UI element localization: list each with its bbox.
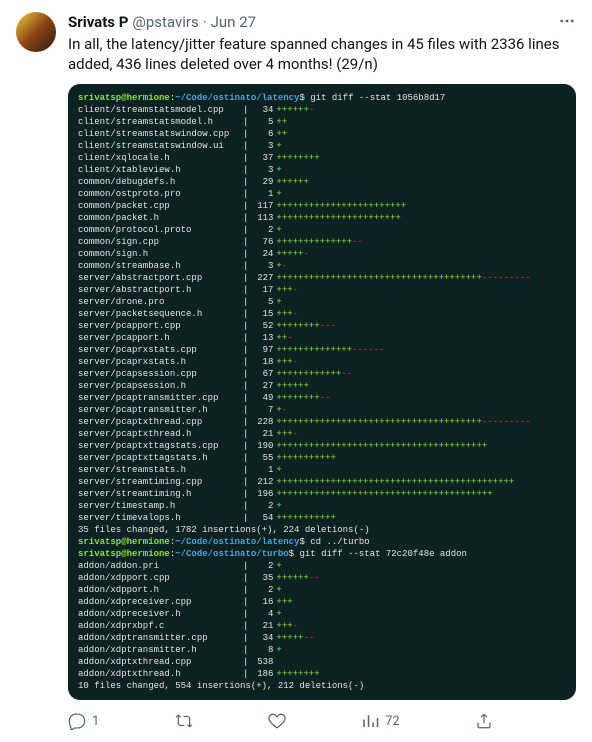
- like-button[interactable]: [268, 712, 286, 730]
- prompt-line: srivatsp@hermione:~/Code/ostinato/latenc…: [78, 536, 566, 548]
- diff-stat-row: client/xqlocale.h|37 ++++++++: [78, 152, 566, 164]
- diff-stat-row: addon/xdptransmitter.cpp|34 +++++--: [78, 632, 566, 644]
- retweet-button[interactable]: [175, 712, 193, 730]
- diff-stat-row: client/streamstatswindow.ui|3 +: [78, 140, 566, 152]
- diff-stat-row: server/streamstats.h|1 +: [78, 464, 566, 476]
- diff-summary: 10 files changed, 554 insertions(+), 212…: [78, 680, 566, 692]
- diff-stat-row: addon/addon.pri|2 +: [78, 560, 566, 572]
- diff-stat-row: addon/xdpreceiver.h|4 +: [78, 608, 566, 620]
- diff-stat-row: server/packetsequence.h|15 +++-: [78, 308, 566, 320]
- more-icon[interactable]: [558, 12, 576, 30]
- diff-stat-row: common/sign.h|24 +++++-: [78, 248, 566, 260]
- diff-stat-row: server/pcaptxttagstats.h|55 +++++++++++: [78, 452, 566, 464]
- tweet-actions: 1 72: [68, 712, 493, 730]
- diff-summary: 35 files changed, 1782 insertions(+), 22…: [78, 524, 566, 536]
- diff-stat-row: common/sign.cpp|76 ++++++++++++++--: [78, 236, 566, 248]
- diff-stat-row: client/xtableview.h|3 +: [78, 164, 566, 176]
- diff-stat-row: server/pcaptxttagstats.cpp|190 +++++++++…: [78, 440, 566, 452]
- diff-stat-row: common/packet.h|113 ++++++++++++++++++++…: [78, 212, 566, 224]
- diff-stat-row: addon/xdprxbpf.c|21 +++-: [78, 620, 566, 632]
- terminal-screenshot: srivatsp@hermione:~/Code/ostinato/latenc…: [68, 84, 576, 700]
- tweet-main: Srivats P @pstavirs · Jun 27 In all, the…: [68, 12, 576, 730]
- diff-stat-row: server/streamtiming.h|196 ++++++++++++++…: [78, 488, 566, 500]
- diff-stat-row: server/timestamp.h|2 +: [78, 500, 566, 512]
- diff-stat-row: common/packet.cpp|117 ++++++++++++++++++…: [78, 200, 566, 212]
- diff-stat-row: server/timevalops.h|54 +++++++++++: [78, 512, 566, 524]
- diff-stat-row: server/streamtiming.cpp|212 ++++++++++++…: [78, 476, 566, 488]
- prompt-line: srivatsp@hermione:~/Code/ostinato/latenc…: [78, 92, 566, 104]
- display-name[interactable]: Srivats P: [68, 12, 128, 32]
- dot-separator: ·: [203, 12, 207, 32]
- diff-stat-row: server/pcaprxstats.h|18 +++-: [78, 356, 566, 368]
- diff-stat-row: server/pcaptransmitter.cpp|49 ++++++++--: [78, 392, 566, 404]
- diff-stat-row: server/pcaptxthread.cpp|228 ++++++++++++…: [78, 416, 566, 428]
- diff-stat-row: client/streamstatswindow.cpp|6 ++: [78, 128, 566, 140]
- diff-stat-row: common/streambase.h|3 +-: [78, 260, 566, 272]
- view-count: 72: [385, 714, 400, 729]
- diff-stat-row: addon/xdpport.cpp|35 ++++++--: [78, 572, 566, 584]
- diff-stat-row: server/pcapport.cpp|52 ++++++++---: [78, 320, 566, 332]
- diff-stat-row: client/streamstatsmodel.h|5 ++: [78, 116, 566, 128]
- tweet-container: Srivats P @pstavirs · Jun 27 In all, the…: [0, 0, 592, 742]
- diff-stat-row: server/pcaptransmitter.h|7 +-: [78, 404, 566, 416]
- diff-stat-row: server/pcapsession.cpp|67 ++++++++++++--: [78, 368, 566, 380]
- diff-stat-row: addon/xdptxthread.cpp|538: [78, 656, 566, 668]
- diff-stat-row: server/pcaprxstats.cpp|97 ++++++++++++++…: [78, 344, 566, 356]
- diff-stat-row: common/protocol.proto|2 +: [78, 224, 566, 236]
- tweet-date[interactable]: Jun 27: [211, 12, 256, 32]
- prompt-line: srivatsp@hermione:~/Code/ostinato/turbo$…: [78, 548, 566, 560]
- tweet-header: Srivats P @pstavirs · Jun 27: [68, 12, 576, 32]
- avatar[interactable]: [16, 12, 56, 52]
- reply-button[interactable]: 1: [68, 712, 99, 730]
- diff-stat-row: server/pcapsession.h|27 ++++++: [78, 380, 566, 392]
- reply-count: 1: [92, 714, 99, 729]
- diff-stat-row: client/streamstatsmodel.cpp|34 ++++++-: [78, 104, 566, 116]
- views-button[interactable]: 72: [361, 712, 400, 730]
- diff-stat-row: server/pcapport.h|13 ++-: [78, 332, 566, 344]
- diff-stat-row: common/debugdefs.h|29 ++++++: [78, 176, 566, 188]
- handle[interactable]: @pstavirs: [132, 12, 198, 32]
- diff-stat-row: server/pcaptxthread.h|21 +++-: [78, 428, 566, 440]
- diff-stat-row: server/abstractport.cpp|227 ++++++++++++…: [78, 272, 566, 284]
- diff-stat-row: addon/xdpport.h|2 +: [78, 584, 566, 596]
- tweet-text: In all, the latency/jitter feature spann…: [68, 34, 576, 74]
- diff-stat-row: addon/xdpreceiver.cpp|16 +++: [78, 596, 566, 608]
- diff-stat-row: server/abstractport.h|17 +++-: [78, 284, 566, 296]
- share-button[interactable]: [475, 712, 493, 730]
- diff-stat-row: addon/xdptxthread.h|186 ++++++++: [78, 668, 566, 680]
- diff-stat-row: addon/xdptransmitter.h|8 +: [78, 644, 566, 656]
- diff-stat-row: common/ostproto.pro|1 +: [78, 188, 566, 200]
- diff-stat-row: server/drone.pro|5 +: [78, 296, 566, 308]
